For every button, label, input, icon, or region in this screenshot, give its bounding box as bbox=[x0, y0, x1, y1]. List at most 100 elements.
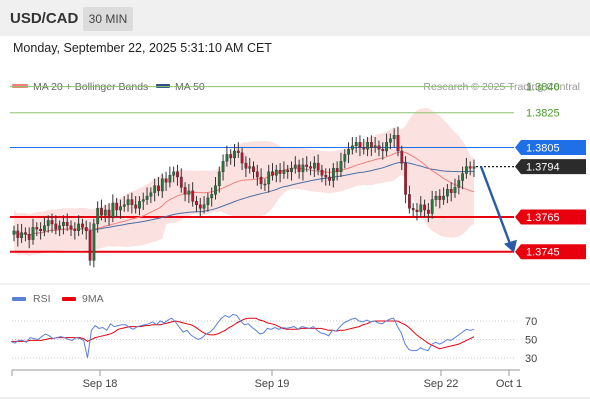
level-label-bg bbox=[515, 159, 586, 175]
candle-body bbox=[122, 204, 126, 207]
candle-body bbox=[24, 232, 27, 235]
header-bar: USD/CAD 30 MIN bbox=[0, 0, 590, 36]
candle-body bbox=[385, 142, 388, 152]
time-tick-label: Oct 1 bbox=[496, 378, 522, 390]
time-tick-label: Sep 22 bbox=[424, 378, 459, 390]
candle-body bbox=[423, 204, 426, 211]
candle-body bbox=[332, 168, 335, 181]
candle-body bbox=[271, 171, 274, 176]
timeframe-button[interactable]: 30 MIN bbox=[83, 7, 133, 31]
rsi-tick-label: 30 bbox=[525, 353, 537, 365]
rsi-ma-legend-label: 9MA bbox=[82, 293, 104, 305]
candle-body bbox=[198, 204, 202, 209]
candle-body bbox=[191, 190, 195, 202]
candle-body bbox=[301, 164, 305, 172]
level-label-1.3765: 1.3765 bbox=[526, 212, 560, 224]
candle-body bbox=[381, 148, 385, 152]
candle-body bbox=[69, 225, 73, 230]
candle-body bbox=[263, 183, 267, 186]
candle-body bbox=[179, 176, 183, 188]
candle-body bbox=[77, 223, 81, 231]
candle-body bbox=[210, 194, 214, 199]
candle-body bbox=[54, 223, 58, 230]
candle-body bbox=[164, 178, 168, 183]
candle-body bbox=[377, 145, 381, 150]
candle-body bbox=[259, 176, 263, 185]
candle-body bbox=[145, 195, 149, 200]
candle-body bbox=[225, 154, 229, 162]
candle-body bbox=[88, 230, 92, 261]
candle-body bbox=[255, 171, 259, 178]
rsi-tick-label: 50 bbox=[525, 335, 537, 347]
candle-body bbox=[46, 220, 50, 226]
candle-body bbox=[362, 147, 366, 150]
forecast-arrow-head bbox=[504, 239, 517, 253]
candle-body bbox=[282, 169, 286, 174]
rsi-tick-label: 70 bbox=[525, 316, 537, 328]
candle-body bbox=[244, 162, 248, 169]
candle-body bbox=[187, 190, 191, 195]
candle-body bbox=[92, 223, 96, 261]
candle-body bbox=[96, 208, 100, 225]
candle-body bbox=[313, 162, 316, 169]
ma20-line bbox=[13, 151, 475, 236]
candle-body bbox=[396, 135, 400, 152]
candle-body bbox=[461, 173, 464, 181]
level-label-1.3825: 1.3825 bbox=[526, 108, 560, 120]
level-label-bg bbox=[515, 244, 586, 260]
candle-body bbox=[35, 227, 39, 230]
price-layer: 1.3840 1.3825 1.3805 1.3794 1.3765 1.3745 bbox=[10, 82, 586, 268]
candle-body bbox=[195, 201, 198, 206]
time-axis: Sep 18 Sep 19 Sep 22 Oct 1 bbox=[11, 370, 522, 390]
rsi-legend-swatch bbox=[12, 297, 26, 301]
candle-body bbox=[252, 166, 255, 173]
candle-body bbox=[39, 228, 43, 232]
candle-body bbox=[328, 176, 331, 181]
candle-body bbox=[206, 197, 210, 205]
candle-body bbox=[389, 138, 392, 143]
candle-body bbox=[130, 199, 134, 206]
candle-body bbox=[404, 162, 407, 195]
candle-body bbox=[468, 166, 472, 169]
candle-body bbox=[286, 169, 290, 173]
candle-body bbox=[149, 192, 153, 197]
candle-body bbox=[400, 150, 404, 164]
candle-body bbox=[172, 171, 176, 176]
candle-body bbox=[293, 164, 297, 169]
candle-body bbox=[229, 154, 233, 159]
candle-body bbox=[58, 225, 62, 230]
candle-body bbox=[430, 199, 434, 214]
candle-body bbox=[236, 150, 240, 153]
candle-body bbox=[176, 171, 179, 178]
candle-body bbox=[274, 169, 278, 176]
candle-body bbox=[351, 145, 354, 150]
level-label-1.3794: 1.3794 bbox=[526, 162, 560, 174]
candle-body bbox=[50, 220, 54, 225]
candle-body bbox=[202, 204, 206, 209]
candle-body bbox=[233, 150, 236, 159]
candle-body bbox=[370, 142, 373, 148]
rsi-layer: 70 50 30 bbox=[10, 313, 537, 365]
candle-body bbox=[84, 227, 88, 232]
candle-body bbox=[221, 161, 225, 172]
candle-body bbox=[73, 228, 77, 232]
candle-body bbox=[119, 206, 122, 211]
candle-body bbox=[20, 232, 23, 239]
symbol-title: USD/CAD bbox=[10, 10, 79, 27]
candle-body bbox=[12, 230, 16, 235]
level-label-1.3840: 1.3840 bbox=[526, 82, 560, 94]
candle-body bbox=[214, 185, 217, 195]
candle-body bbox=[290, 168, 293, 173]
ma20-legend-swatch bbox=[12, 84, 28, 88]
candle-body bbox=[373, 145, 377, 148]
candle-body bbox=[160, 178, 164, 192]
candle-body bbox=[415, 209, 419, 212]
candle-body bbox=[438, 195, 442, 200]
time-tick-label: Sep 19 bbox=[255, 378, 290, 390]
level-label-1.3745: 1.3745 bbox=[526, 247, 560, 259]
rsi-ma-legend-swatch bbox=[62, 297, 76, 301]
candle-body bbox=[354, 142, 358, 147]
candle-body bbox=[217, 171, 221, 186]
candle-body bbox=[339, 161, 343, 172]
